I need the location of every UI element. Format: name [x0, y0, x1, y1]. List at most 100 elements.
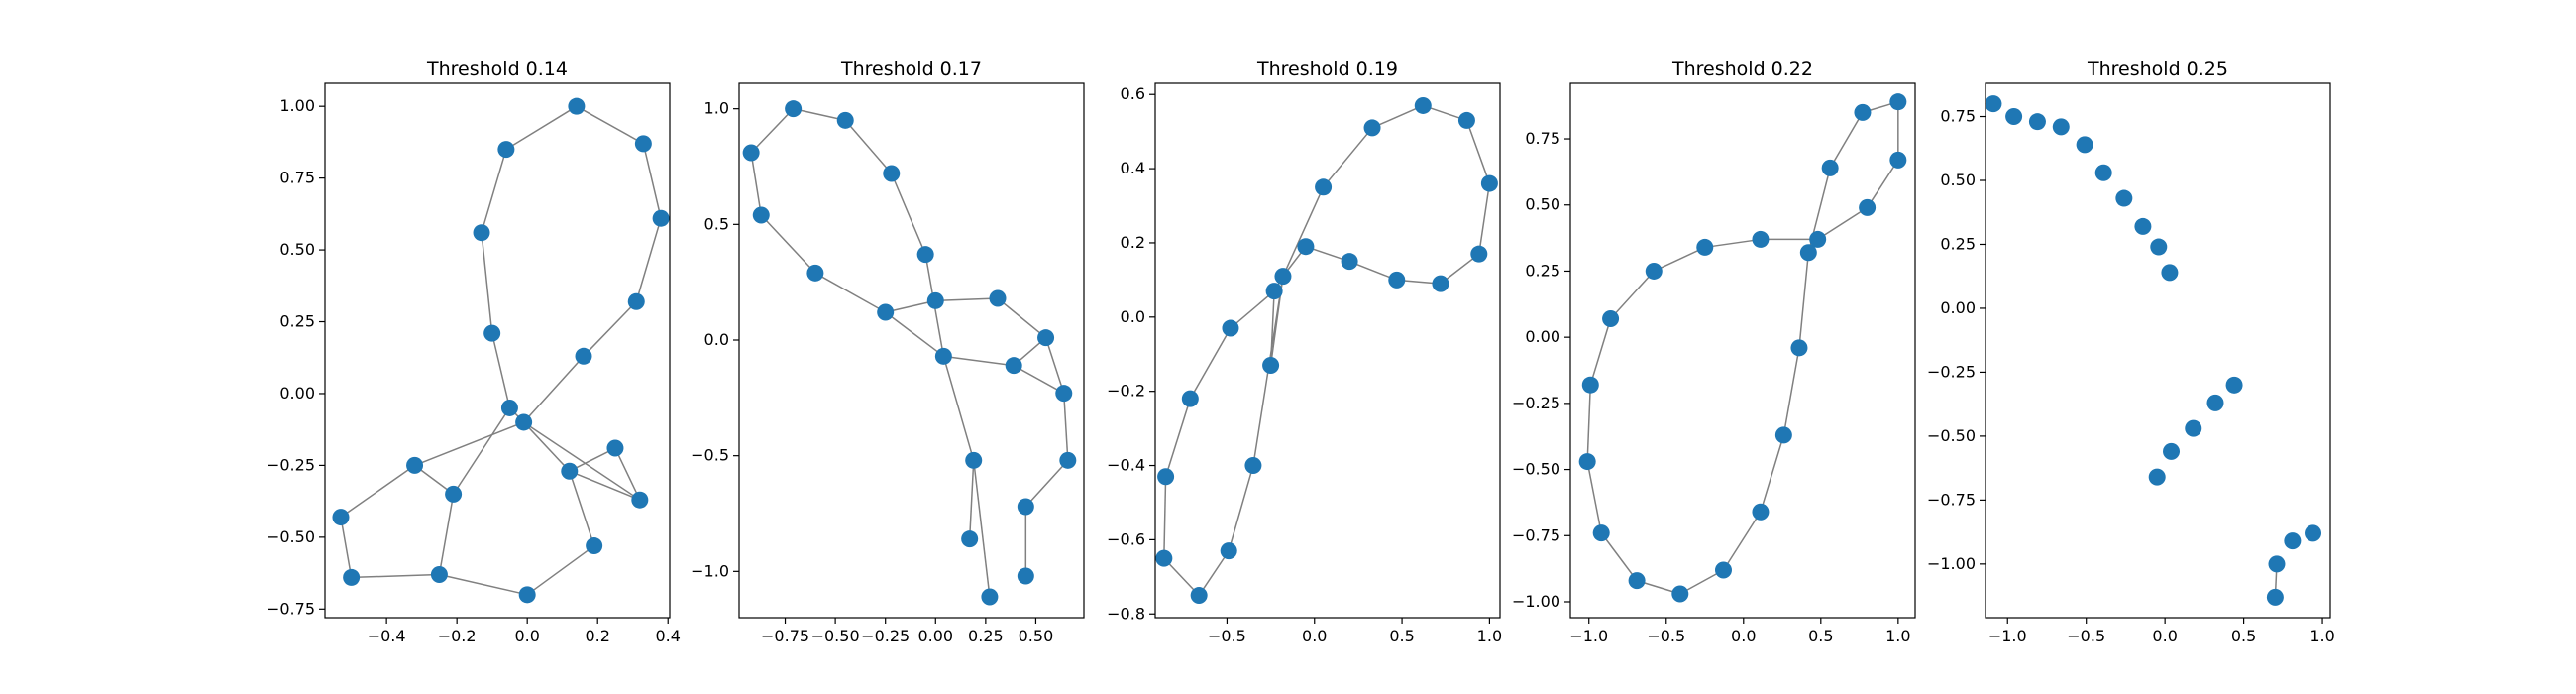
graph-node	[1470, 245, 1488, 263]
nodes	[742, 100, 1077, 606]
y-tick-label: −0.25	[1927, 362, 1976, 381]
nodes	[1578, 93, 1907, 603]
graph-node	[2268, 555, 2286, 573]
graph-node	[430, 566, 448, 584]
y-tick-label: 0.75	[279, 169, 315, 187]
y-tick-label: −0.2	[1107, 382, 1145, 401]
graph-node	[1190, 587, 1208, 605]
graph-node	[473, 224, 490, 242]
edges	[340, 105, 662, 596]
graph-node	[2134, 217, 2152, 235]
graph-node	[575, 347, 592, 365]
graph-edge	[1230, 290, 1275, 329]
graph-edge	[1163, 476, 1167, 559]
graph-node	[1480, 174, 1498, 192]
panel-threshold-0-25: Threshold 0.25 −1.0 −0.5 0.0 0.5 1.0 −1.00 −0.…	[1927, 58, 2335, 645]
y-tick-label: −1.00	[1512, 592, 1560, 611]
graph-edge	[750, 152, 762, 216]
y-tick-label: 1.0	[704, 99, 729, 118]
graph-node	[1774, 426, 1792, 444]
graph-node	[1809, 230, 1827, 248]
graph-node	[877, 303, 895, 321]
edges	[750, 107, 1069, 598]
graph-node	[1244, 457, 1262, 475]
panel-title: Threshold 0.14	[426, 58, 568, 80]
nodes	[332, 97, 670, 604]
x-tick-label: −0.5	[2067, 627, 2105, 645]
graph-edge	[481, 149, 507, 233]
graph-edge	[1760, 434, 1785, 513]
graph-node	[568, 97, 586, 115]
graph-edge	[1164, 398, 1192, 477]
graph-node	[497, 141, 515, 159]
graph-node	[500, 399, 518, 416]
graph-node	[1602, 309, 1620, 327]
graph-node	[2052, 118, 2070, 136]
nodes	[1985, 95, 2322, 606]
graph-edge	[1478, 182, 1491, 255]
y-tick-label: 0.75	[1940, 107, 1976, 126]
graph-node	[445, 485, 463, 503]
y-tick-label: 0.00	[1525, 327, 1560, 346]
graph-node	[1696, 238, 1714, 256]
x-tick-label: 1.0	[1885, 627, 1910, 645]
graph-node	[631, 491, 649, 509]
x-tick-label: 1.0	[1477, 627, 1502, 645]
graph-node	[1017, 498, 1034, 516]
graph-edge	[1589, 318, 1612, 386]
graph-edge	[942, 356, 975, 461]
graph-node	[1645, 262, 1663, 280]
y-tick-label: 0.25	[279, 312, 315, 331]
graph-edge	[635, 217, 662, 302]
y-tick-label: −0.25	[267, 455, 315, 474]
graph-edge	[844, 119, 893, 174]
graph-node	[926, 291, 944, 309]
graph-node	[343, 568, 361, 586]
x-tick-label: −0.75	[761, 627, 809, 645]
graph-node	[2163, 442, 2181, 460]
y-tick-label: 0.4	[1121, 159, 1145, 177]
graph-node	[1854, 103, 1872, 121]
graph-edge	[576, 105, 644, 145]
x-tick-label: −0.50	[811, 627, 860, 645]
graph-edge	[891, 173, 926, 255]
graph-node	[1388, 271, 1406, 289]
y-tick-label: 1.00	[279, 96, 315, 115]
x-tick-label: −0.2	[438, 627, 477, 645]
graph-node	[1059, 451, 1077, 469]
graph-node	[1578, 453, 1596, 471]
graph-edge	[1782, 347, 1800, 436]
graph-edge	[505, 105, 578, 151]
graph-node	[742, 144, 760, 162]
panel-threshold-0-14: Threshold 0.14 −0.4 −0.2 0.0 0.2 0.4 −0.75 −0.…	[267, 58, 681, 645]
graph-node	[934, 347, 952, 365]
x-tick-label: 0.2	[585, 627, 609, 645]
graph-node	[1274, 268, 1292, 286]
graph-edge	[340, 517, 353, 578]
graph-node	[1222, 319, 1239, 337]
y-tick-label: −0.4	[1107, 456, 1145, 475]
graph-node	[916, 246, 934, 264]
y-tick-label: −0.75	[1512, 525, 1560, 544]
panel-threshold-0-19: Threshold 0.19 −0.5 0.0 0.5 1.0 −0.8 −0.6 −0.4…	[1107, 58, 1502, 645]
graph-node	[332, 509, 350, 526]
graph-edge	[1024, 459, 1069, 508]
graph-node	[989, 289, 1007, 307]
graph-node	[2115, 189, 2133, 207]
graph-node	[652, 209, 670, 227]
y-tick-label: 0.0	[1121, 307, 1145, 326]
graph-node	[2005, 108, 2023, 126]
graph-edge	[750, 108, 795, 154]
graph-edge	[642, 143, 662, 219]
graph-node	[1457, 111, 1475, 129]
graph-node	[1220, 542, 1237, 560]
x-tick-label: 0.5	[1808, 627, 1833, 645]
graph-node	[2185, 419, 2202, 437]
graph-edge	[1610, 270, 1655, 319]
axes-frame	[1569, 82, 1916, 619]
y-tick-label: 0.50	[279, 240, 315, 259]
graph-node	[1017, 567, 1034, 585]
x-tick-label: 0.0	[514, 627, 539, 645]
x-tick-label: −1.0	[1569, 627, 1608, 645]
y-tick-label: 0.2	[1121, 233, 1145, 252]
